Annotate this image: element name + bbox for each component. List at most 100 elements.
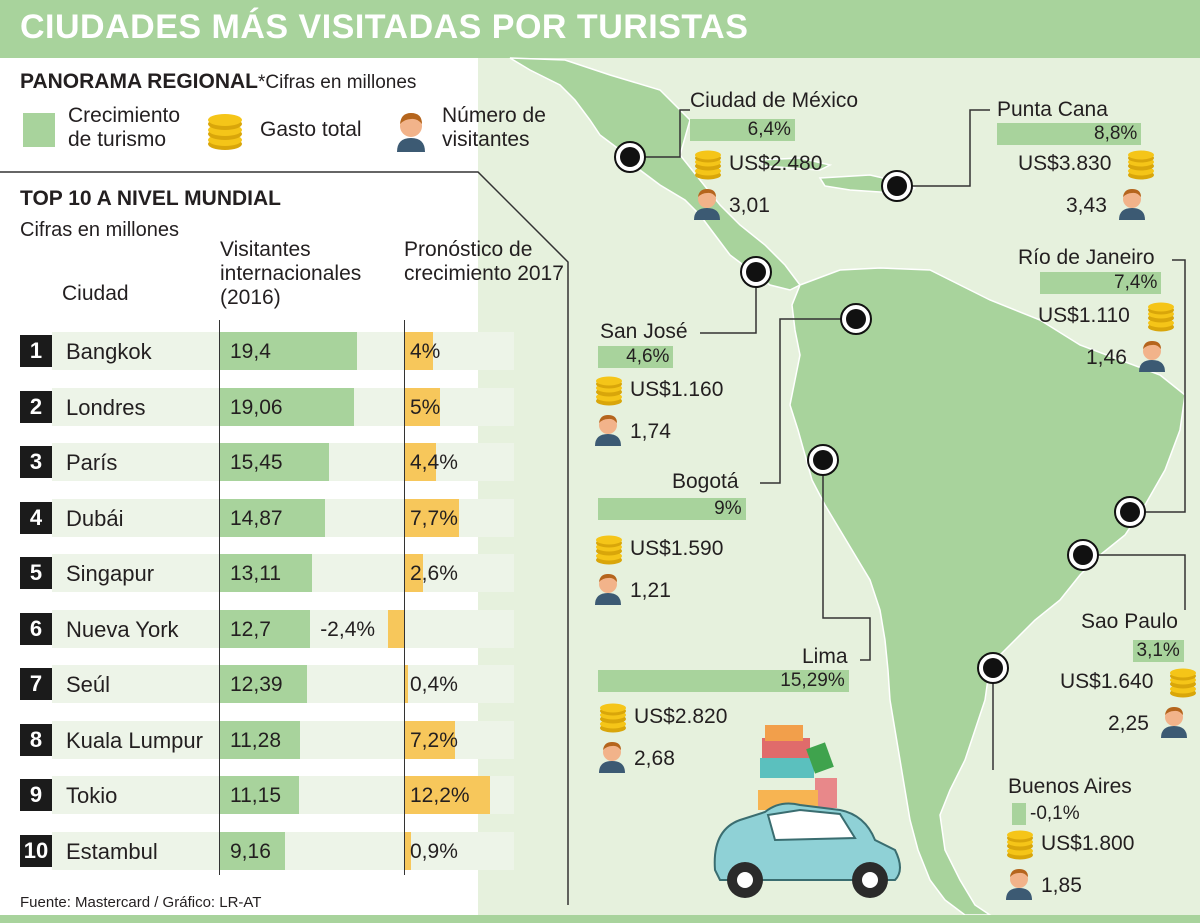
- forecast-value: 5%: [410, 395, 441, 419]
- visitors-value: 9,16: [230, 839, 271, 863]
- spend-value-lima: US$2.820: [634, 705, 728, 728]
- visitors-bar: [220, 609, 310, 648]
- person-icon: [1161, 707, 1187, 738]
- world-note: Cifras en millones: [20, 219, 179, 241]
- rank-badge: 6: [20, 612, 52, 645]
- growth-bar-punta-cana: [997, 123, 1142, 145]
- spend-value-san-jose: US$1.160: [630, 378, 724, 401]
- city-label-sao-paulo: Sao Paulo: [1081, 610, 1178, 633]
- growth-bar-buenos-aires: [1012, 803, 1026, 825]
- visitors-bar: [220, 776, 299, 814]
- header-bar: CIUDADES MÁS VISITADAS POR TURISTAS: [0, 0, 1200, 58]
- connector-lima: [822, 460, 871, 661]
- visitors-value: 12,39: [230, 673, 283, 696]
- city-label-punta-cana: Punta Cana: [997, 98, 1108, 121]
- growth-value-rio-de-janeiro: 7,4%: [1114, 272, 1158, 293]
- rank-badge: 2: [20, 390, 52, 423]
- spend-value-bogota: US$1.590: [630, 537, 724, 560]
- coin-stack-icon: [596, 535, 622, 565]
- visitors-value: 19,06: [230, 395, 283, 419]
- luggage-green: [806, 742, 834, 774]
- spend-value-sao-paulo: US$1.640: [1060, 670, 1154, 693]
- growth-value-bogota: 9%: [714, 498, 742, 519]
- location-marker-icon: [614, 141, 646, 173]
- rank-badge: 9: [20, 779, 52, 811]
- legend-visitors: Número de visitantes: [442, 104, 546, 151]
- forecast-bar: [405, 554, 424, 592]
- forecast-bar: [405, 665, 408, 703]
- connector-sao-paulo: [1083, 554, 1186, 610]
- visitors-value-lima: 2,68: [634, 747, 675, 770]
- city-name: Seúl: [66, 672, 111, 697]
- luggage-red: [762, 738, 810, 758]
- forecast-axis-line: [404, 320, 405, 875]
- visitors-bar: [220, 665, 308, 703]
- coin-stack-icon: [600, 703, 626, 733]
- car-window: [766, 808, 857, 842]
- visitors-value: 14,87: [230, 506, 283, 530]
- spend-value-buenos-aires: US$1.800: [1041, 832, 1135, 855]
- visitors-bar: [220, 554, 313, 592]
- forecast-value: 12,2%: [410, 784, 470, 807]
- spend-value-ciudad-de-mexico: US$2.480: [729, 152, 823, 175]
- person-icon: [694, 189, 720, 220]
- location-marker-icon: [807, 444, 839, 476]
- person-icon: [595, 415, 621, 446]
- visitors-value: 15,45: [230, 451, 283, 474]
- city-name: Singapur: [66, 561, 155, 586]
- forecast-value: 0,4%: [410, 673, 458, 696]
- forecast-value: 4%: [410, 340, 441, 363]
- growth-value-lima: 15,29%: [780, 670, 845, 691]
- visitors-bar: [220, 387, 355, 426]
- rank-badge: 3: [20, 446, 52, 478]
- forecast-bar: [405, 720, 456, 759]
- forecast-value: 2,6%: [410, 562, 458, 585]
- growth-value-ciudad-de-mexico: 6,4%: [747, 119, 791, 140]
- visitors-bar: [220, 498, 325, 537]
- page-title: CIUDADES MÁS VISITADAS POR TURISTAS: [20, 8, 749, 46]
- city-name: Kuala Lumpur: [66, 727, 203, 753]
- connector-ciudad-de-mexico: [630, 109, 690, 158]
- person-icon: [1139, 341, 1165, 372]
- car-illustration: [713, 725, 901, 898]
- location-marker-icon: [977, 652, 1009, 684]
- legend-spend: Gasto total: [260, 118, 362, 141]
- city-name: Londres: [66, 394, 146, 420]
- visitors-value-san-jose: 1,74: [630, 420, 671, 443]
- forecast-bar: [405, 332, 433, 370]
- person-icon: [1006, 869, 1032, 900]
- city-label-ciudad-de-mexico: Ciudad de México: [690, 89, 859, 112]
- city-name: Nueva York: [66, 616, 179, 642]
- city-label-san-jose: San José: [600, 320, 688, 343]
- visitors-bar: [220, 332, 357, 370]
- visitors-bar: [220, 831, 285, 870]
- bottom-strip: [0, 915, 1200, 923]
- visitors-value: 12,7: [230, 617, 271, 641]
- city-name: Estambul: [66, 838, 158, 864]
- coin-stack-icon: [1128, 150, 1154, 180]
- coin-stack-icon: [1148, 302, 1174, 332]
- coin-stack-icon: [1007, 830, 1033, 860]
- location-marker-icon: [881, 170, 913, 202]
- luggage-orange: [765, 725, 803, 741]
- visitors-value-punta-cana: 3,43: [1066, 194, 1107, 217]
- city-name: París: [66, 450, 118, 475]
- city-name: Dubái: [66, 505, 124, 531]
- col-forecast: Pronóstico de crecimiento 2017: [404, 238, 564, 285]
- visitors-bar: [220, 443, 329, 481]
- forecast-bar: [405, 498, 459, 537]
- coin-stack-icon: [208, 114, 242, 150]
- visitors-value: 11,28: [230, 728, 281, 752]
- growth-bar-ciudad-de-mexico: [690, 119, 795, 141]
- coin-stack-icon: [1170, 668, 1196, 698]
- rank-badge: 10: [20, 834, 52, 867]
- location-marker-icon: [1067, 539, 1099, 571]
- growth-value-buenos-aires: -0,1%: [1030, 803, 1080, 824]
- forecast-value: 7,2%: [410, 728, 458, 752]
- rank-badge: 8: [20, 723, 52, 756]
- growth-bar-san-jose: [598, 346, 674, 368]
- city-name: Bangkok: [66, 339, 152, 364]
- world-panel-frame: [0, 171, 569, 905]
- growth-bar-lima: [598, 670, 849, 692]
- city-label-buenos-aires: Buenos Aires: [1008, 775, 1132, 798]
